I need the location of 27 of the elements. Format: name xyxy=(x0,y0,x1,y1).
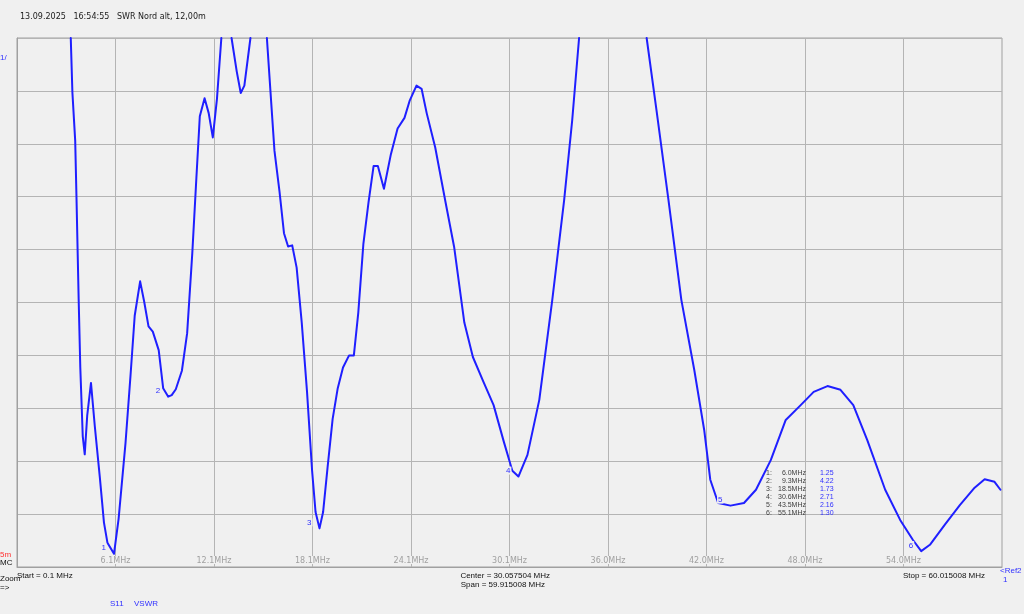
text: 1 xyxy=(1003,574,1008,584)
x-tick-label: 36.0MHz xyxy=(590,555,626,565)
annotation: 1 xyxy=(101,543,107,553)
annotation: 5 xyxy=(718,495,724,505)
text: VSWR xyxy=(134,598,159,608)
x-tick-label: 42.0MHz xyxy=(689,555,724,565)
chart-subtitle: 13.09.2025 16:54:55 SWR Nord alt, 12,00m xyxy=(20,11,206,21)
text: => xyxy=(0,582,10,592)
x-tick-label: 12.1MHz xyxy=(196,555,232,565)
annotation: <Ref2 xyxy=(1000,565,1023,575)
text: Center = 30.057504 MHz xyxy=(460,570,550,580)
text: 5m xyxy=(0,549,12,559)
text: MC xyxy=(0,557,13,567)
x-tick-label: 18.1MHz xyxy=(294,555,330,565)
annotation: 3 xyxy=(307,517,313,527)
x-tick-label: 48.0MHz xyxy=(787,555,823,565)
text: Span = 59.915008 MHz xyxy=(460,579,545,589)
text: Stop = 60.015008 MHz xyxy=(902,570,985,580)
annotation: 2 xyxy=(155,386,161,396)
text: 1/ xyxy=(0,52,8,62)
x-tick-label: 6.1MHz xyxy=(100,555,131,565)
x-tick-label: 24.1MHz xyxy=(393,555,429,565)
x-tick-label: 54.0MHz xyxy=(885,555,921,565)
annotation: 6 xyxy=(908,540,914,550)
text: S11 xyxy=(110,598,125,608)
x-tick-label: 30.1MHz xyxy=(492,555,528,565)
annotation: 4 xyxy=(505,466,511,476)
